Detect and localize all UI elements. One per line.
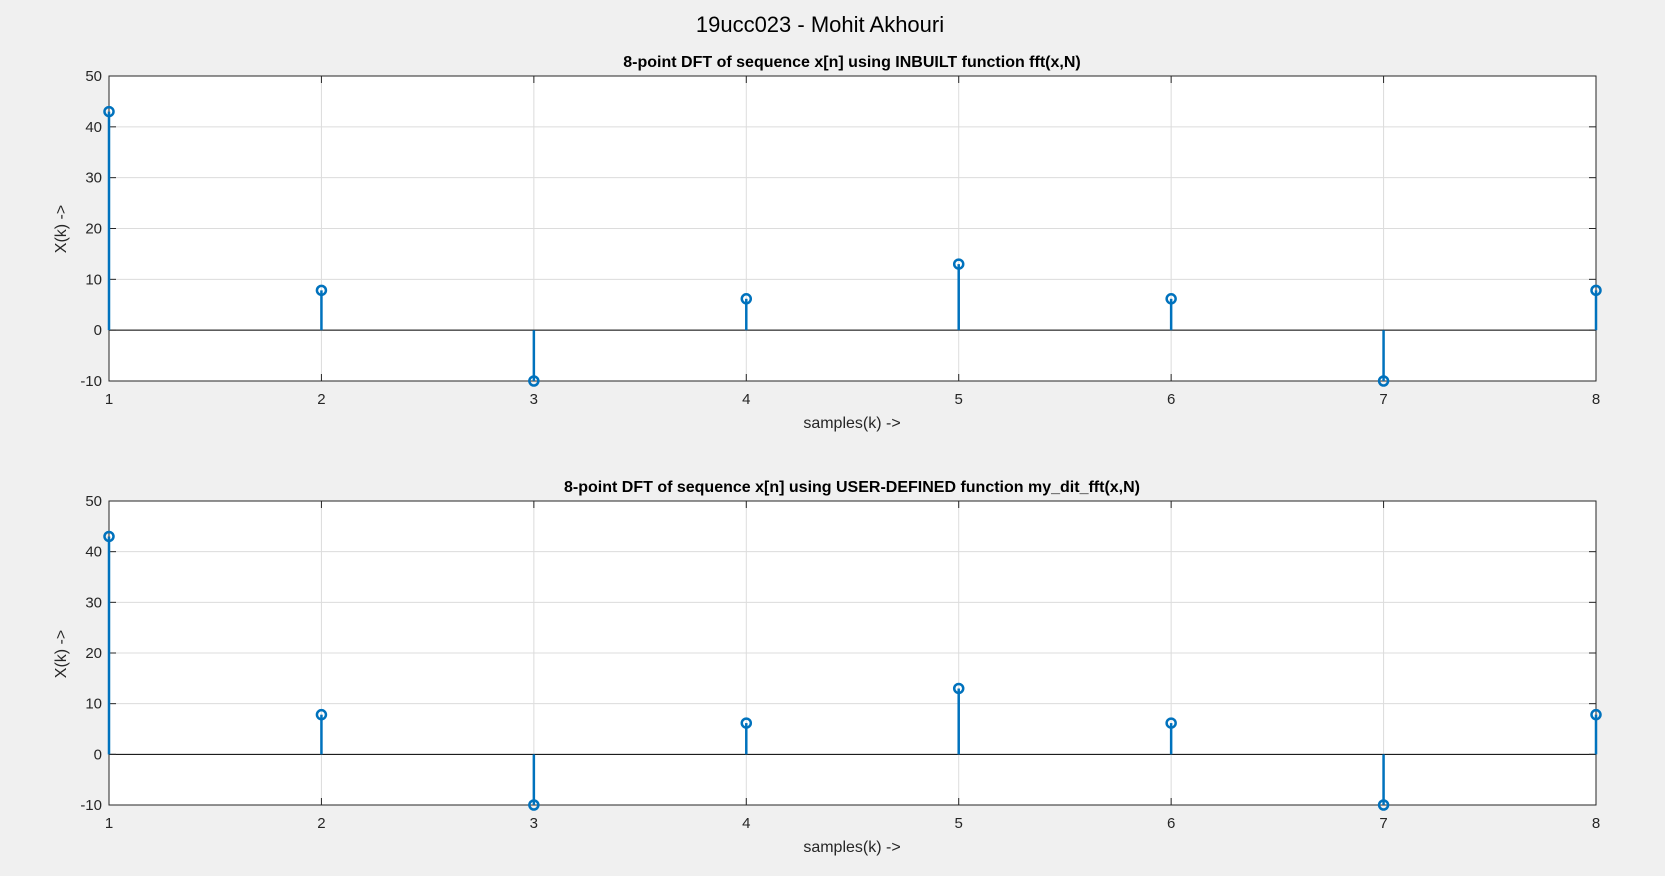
y-tick-label: 0 bbox=[94, 322, 102, 339]
y-tick-label: 30 bbox=[85, 594, 102, 611]
plot-area: 1 2 3 4 5 6 7 8 -10 0 10 20 30 40 50 bbox=[80, 68, 1602, 408]
stem-marker bbox=[952, 258, 965, 270]
y-tick-label: 40 bbox=[85, 119, 102, 136]
y-tick-label: -10 bbox=[80, 797, 102, 814]
x-tick-label: 4 bbox=[742, 815, 750, 832]
stem-marker bbox=[1377, 375, 1390, 387]
x-axis-label: samples(k) -> bbox=[803, 415, 900, 432]
y-tick-label: 20 bbox=[85, 221, 102, 238]
y-tick-label: -10 bbox=[80, 373, 102, 390]
stem-marker bbox=[952, 682, 965, 695]
y-tick-label: 40 bbox=[85, 544, 102, 561]
subplot-inbuilt-fft: 1 2 3 4 5 6 7 8 -10 0 10 20 30 40 50 8-point DFT of se… bbox=[53, 54, 1602, 432]
y-tick-label: 10 bbox=[85, 271, 102, 288]
x-tick-label: 8 bbox=[1592, 815, 1600, 832]
stem-marker bbox=[1590, 284, 1602, 297]
plot-area: 1 2 3 4 5 6 7 8 -10 0 10 20 30 40 50 bbox=[80, 493, 1602, 832]
x-tick-label: 3 bbox=[530, 391, 538, 408]
y-tick-label: 10 bbox=[85, 696, 102, 713]
stem-marker bbox=[1165, 293, 1177, 305]
x-axis-label: samples(k) -> bbox=[803, 839, 900, 856]
x-tick-label: 6 bbox=[1167, 391, 1175, 408]
x-tick-label: 1 bbox=[105, 815, 113, 832]
y-axis-label: X(k) -> bbox=[53, 630, 70, 678]
x-tick-label: 7 bbox=[1379, 391, 1387, 408]
y-tick-label: 50 bbox=[85, 493, 102, 510]
x-tick-label: 1 bbox=[105, 391, 113, 408]
stem-marker bbox=[740, 717, 753, 729]
stem-marker bbox=[315, 284, 328, 297]
figure-title: 19ucc023 - Mohit Akhouri bbox=[696, 12, 944, 37]
y-tick-label: 20 bbox=[85, 645, 102, 662]
subplot-title: 8-point DFT of sequence x[n] using USER-… bbox=[564, 479, 1140, 496]
x-tick-label: 3 bbox=[530, 815, 538, 832]
subplot-user-defined-fft: 1 2 3 4 5 6 7 8 -10 0 10 20 30 40 50 8-point DFT of se… bbox=[53, 479, 1602, 856]
stem-marker bbox=[1590, 708, 1602, 721]
stem-marker bbox=[740, 293, 753, 305]
x-tick-label: 4 bbox=[742, 391, 750, 408]
y-axis-label: X(k) -> bbox=[53, 205, 70, 253]
stem-marker bbox=[528, 799, 540, 811]
x-tick-label: 6 bbox=[1167, 815, 1175, 832]
subplot-title: 8-point DFT of sequence x[n] using INBUI… bbox=[623, 54, 1080, 71]
x-tick-label: 8 bbox=[1592, 391, 1600, 408]
y-tick-label: 30 bbox=[85, 170, 102, 187]
x-tick-label: 2 bbox=[317, 815, 325, 832]
x-tick-label: 5 bbox=[955, 815, 963, 832]
y-tick-label: 50 bbox=[85, 68, 102, 85]
stem-marker bbox=[103, 105, 115, 118]
stem-marker bbox=[528, 375, 540, 387]
y-tick-label: 0 bbox=[94, 746, 102, 763]
x-tick-label: 2 bbox=[317, 391, 325, 408]
stem-marker bbox=[1165, 717, 1177, 729]
stem-marker bbox=[103, 530, 115, 543]
stem-marker bbox=[315, 708, 328, 721]
x-tick-label: 7 bbox=[1379, 815, 1387, 832]
stem-marker bbox=[1377, 799, 1390, 811]
x-tick-label: 5 bbox=[955, 391, 963, 408]
